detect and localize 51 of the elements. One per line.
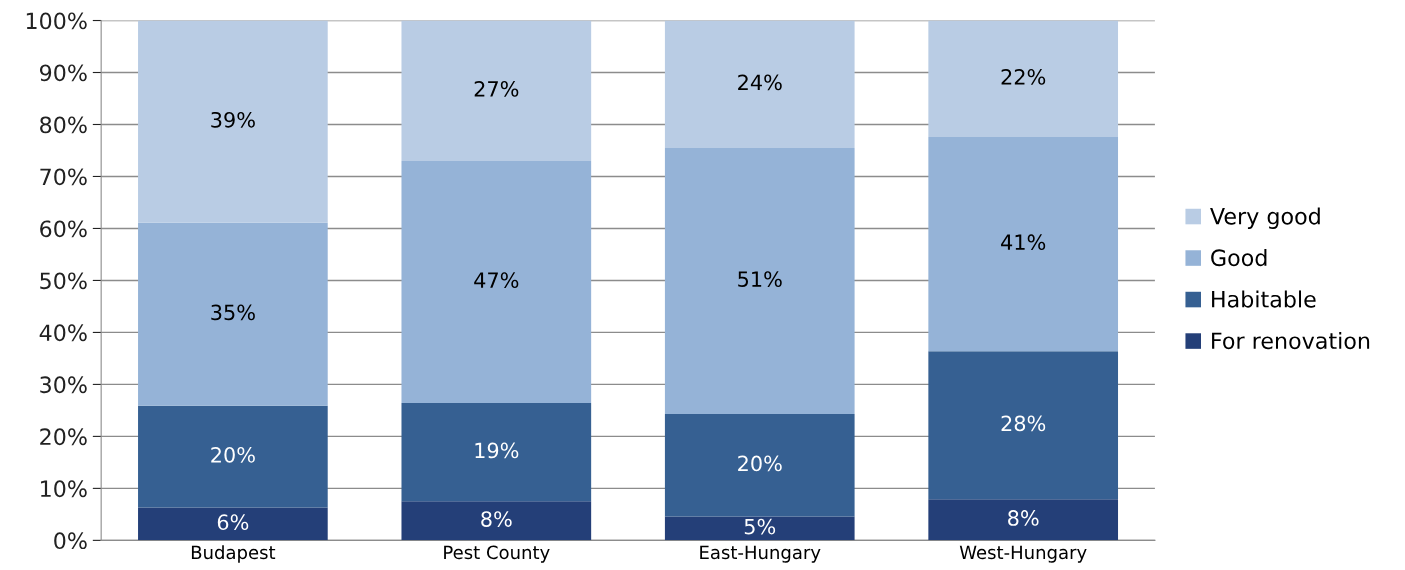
data-label: 41% <box>1001 234 1046 251</box>
y-tick-label: 40% <box>39 324 87 342</box>
x-tick-label: West-Hungary <box>959 545 1087 563</box>
data-label: 20% <box>211 446 255 463</box>
bar <box>138 507 328 541</box>
data-label: 6% <box>217 514 249 531</box>
legend-label: Good <box>1211 248 1267 267</box>
data-label: 5% <box>744 518 776 535</box>
bar <box>928 499 1119 541</box>
bar <box>664 516 855 541</box>
y-tick-label: 0% <box>54 532 87 550</box>
data-label: 8% <box>1008 510 1039 526</box>
bar <box>401 501 592 541</box>
x-tick-label: Budapest <box>191 545 276 563</box>
y-tick-label: 30% <box>40 376 87 394</box>
bar <box>928 136 1119 352</box>
data-label: 22% <box>1001 69 1046 85</box>
data-label: 24% <box>738 74 782 91</box>
bar <box>138 20 328 223</box>
data-label: 28% <box>1001 415 1046 432</box>
y-tick-label: 20% <box>40 428 87 446</box>
legend-label: Habitable <box>1212 290 1316 308</box>
x-tick-label: Pest County <box>444 545 550 563</box>
y-tick-label: 100% <box>26 12 87 30</box>
bar <box>138 222 328 406</box>
bar <box>928 20 1119 137</box>
data-label: 19% <box>475 442 519 459</box>
data-label: 35% <box>211 304 255 321</box>
data-label: 20% <box>738 455 782 472</box>
bar <box>664 414 855 517</box>
bar <box>401 20 592 161</box>
legend-label: Very good <box>1210 207 1320 229</box>
data-label: 51% <box>738 271 782 287</box>
data-label: 27% <box>474 80 519 97</box>
data-label: 47% <box>474 272 519 289</box>
bar <box>401 403 592 502</box>
y-tick-label: 50% <box>40 272 87 290</box>
x-tick-label: East-Hungary <box>700 545 821 563</box>
y-tick-label: 90% <box>39 64 87 82</box>
legend-label: For renovation <box>1212 331 1370 350</box>
bar <box>401 160 592 404</box>
data-label: 8% <box>481 511 512 527</box>
y-tick-label: 80% <box>40 116 87 134</box>
y-tick-label: 10% <box>41 480 87 498</box>
y-tick-label: 60% <box>40 220 87 238</box>
bar <box>664 20 855 148</box>
bar <box>138 405 328 508</box>
data-label: 39% <box>211 111 255 128</box>
y-tick-label: 70% <box>40 168 87 186</box>
bar <box>664 147 855 415</box>
bar <box>928 351 1119 500</box>
